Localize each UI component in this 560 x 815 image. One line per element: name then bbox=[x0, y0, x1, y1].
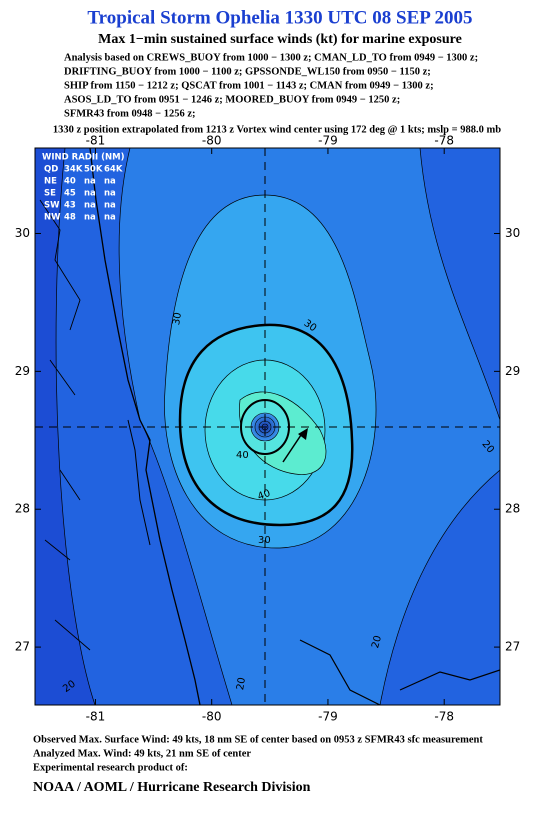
contour-label: 20 bbox=[370, 634, 384, 649]
analysis-line: ASOS_LD_TO from 0951 − 1246 z; MOORED_BU… bbox=[64, 94, 400, 105]
subtitle: Max 1−min sustained surface winds (kt) f… bbox=[98, 32, 462, 47]
y-tick-label: 28 bbox=[15, 502, 30, 516]
y-tick-label: 29 bbox=[505, 364, 520, 378]
analysis-line: SHIP from 1150 − 1212 z; QSCAT from 1001… bbox=[64, 80, 434, 91]
radii-col: QD bbox=[44, 165, 58, 175]
radii-cell: na bbox=[104, 213, 116, 223]
radii-col: 64K bbox=[104, 165, 123, 175]
title: Tropical Storm Ophelia 1330 UTC 08 SEP 2… bbox=[87, 7, 472, 28]
coastline bbox=[89, 148, 201, 705]
radii-cell: na bbox=[84, 213, 96, 223]
y-tick-label: 28 bbox=[505, 502, 520, 516]
y-tick-label: 30 bbox=[505, 226, 520, 240]
footer-line: Observed Max. Surface Wind: 49 kts, 18 n… bbox=[33, 734, 483, 745]
analysis-line: DRIFTING_BUOY from 1000 − 1100 z; GPSSON… bbox=[64, 66, 431, 77]
contour-label: 40 bbox=[236, 450, 249, 461]
radii-cell: SW bbox=[44, 201, 60, 211]
x-tick-label: -78 bbox=[434, 134, 454, 148]
wind-field bbox=[35, 148, 500, 705]
radii-title: WIND RADII (NM) bbox=[42, 153, 125, 163]
contour-label: 30 bbox=[171, 312, 184, 326]
radii-col: 34K bbox=[64, 165, 83, 175]
wind-radii-table: WIND RADII (NM) QD 34K 50K 64K NE 40 na naS… bbox=[42, 153, 125, 223]
motion-arrow bbox=[282, 431, 304, 463]
radii-cell: 48 bbox=[64, 213, 76, 223]
y-tick-label: 29 bbox=[15, 364, 30, 378]
radii-cell: na bbox=[104, 189, 116, 199]
x-tick-label: -81 bbox=[86, 710, 106, 724]
contour-label: 40 bbox=[256, 488, 272, 503]
barrier-island bbox=[127, 419, 151, 546]
radii-col: 50K bbox=[84, 165, 103, 175]
x-tick-label: -80 bbox=[202, 710, 222, 724]
radii-cell: NW bbox=[44, 213, 61, 223]
radii-cell: na bbox=[104, 177, 116, 187]
bahamas-coast bbox=[299, 639, 500, 705]
radii-cell: na bbox=[84, 201, 96, 211]
footer-line: Experimental research product of: bbox=[33, 762, 188, 773]
radii-cell: na bbox=[84, 177, 96, 187]
radii-cell: SE bbox=[44, 189, 56, 199]
y-tick-label: 27 bbox=[15, 640, 30, 654]
arrow-head bbox=[298, 428, 308, 440]
x-tick-label: -78 bbox=[434, 710, 454, 724]
radii-cell: NE bbox=[44, 177, 57, 187]
radii-cell: na bbox=[104, 201, 116, 211]
contour-label: 20 bbox=[235, 677, 248, 691]
footer-line: Analyzed Max. Wind: 49 kts, 21 nm SE of … bbox=[33, 748, 251, 759]
y-tick-label: 30 bbox=[15, 226, 30, 240]
contour-label: 30 bbox=[258, 535, 271, 546]
x-tick-label: -79 bbox=[318, 710, 338, 724]
organization: NOAA / AOML / Hurricane Research Divisio… bbox=[33, 780, 311, 795]
analysis-line: SFMR43 from 0948 − 1256 z; bbox=[64, 108, 195, 119]
radii-cell: 43 bbox=[64, 201, 76, 211]
y-tick-label: 27 bbox=[505, 640, 520, 654]
inland-lakes bbox=[39, 199, 91, 651]
x-tick-label: -81 bbox=[86, 134, 106, 148]
analysis-line: Analysis based on CREWS_BUOY from 1000 −… bbox=[64, 52, 478, 63]
x-tick-label: -79 bbox=[318, 134, 338, 148]
map-frame bbox=[34, 147, 501, 706]
x-tick-label: -80 bbox=[202, 134, 222, 148]
radii-cell: 45 bbox=[64, 189, 76, 199]
radii-cell: 40 bbox=[64, 177, 76, 187]
position-note: 1330 z position extrapolated from 1213 z… bbox=[53, 124, 501, 135]
radii-cell: na bbox=[84, 189, 96, 199]
